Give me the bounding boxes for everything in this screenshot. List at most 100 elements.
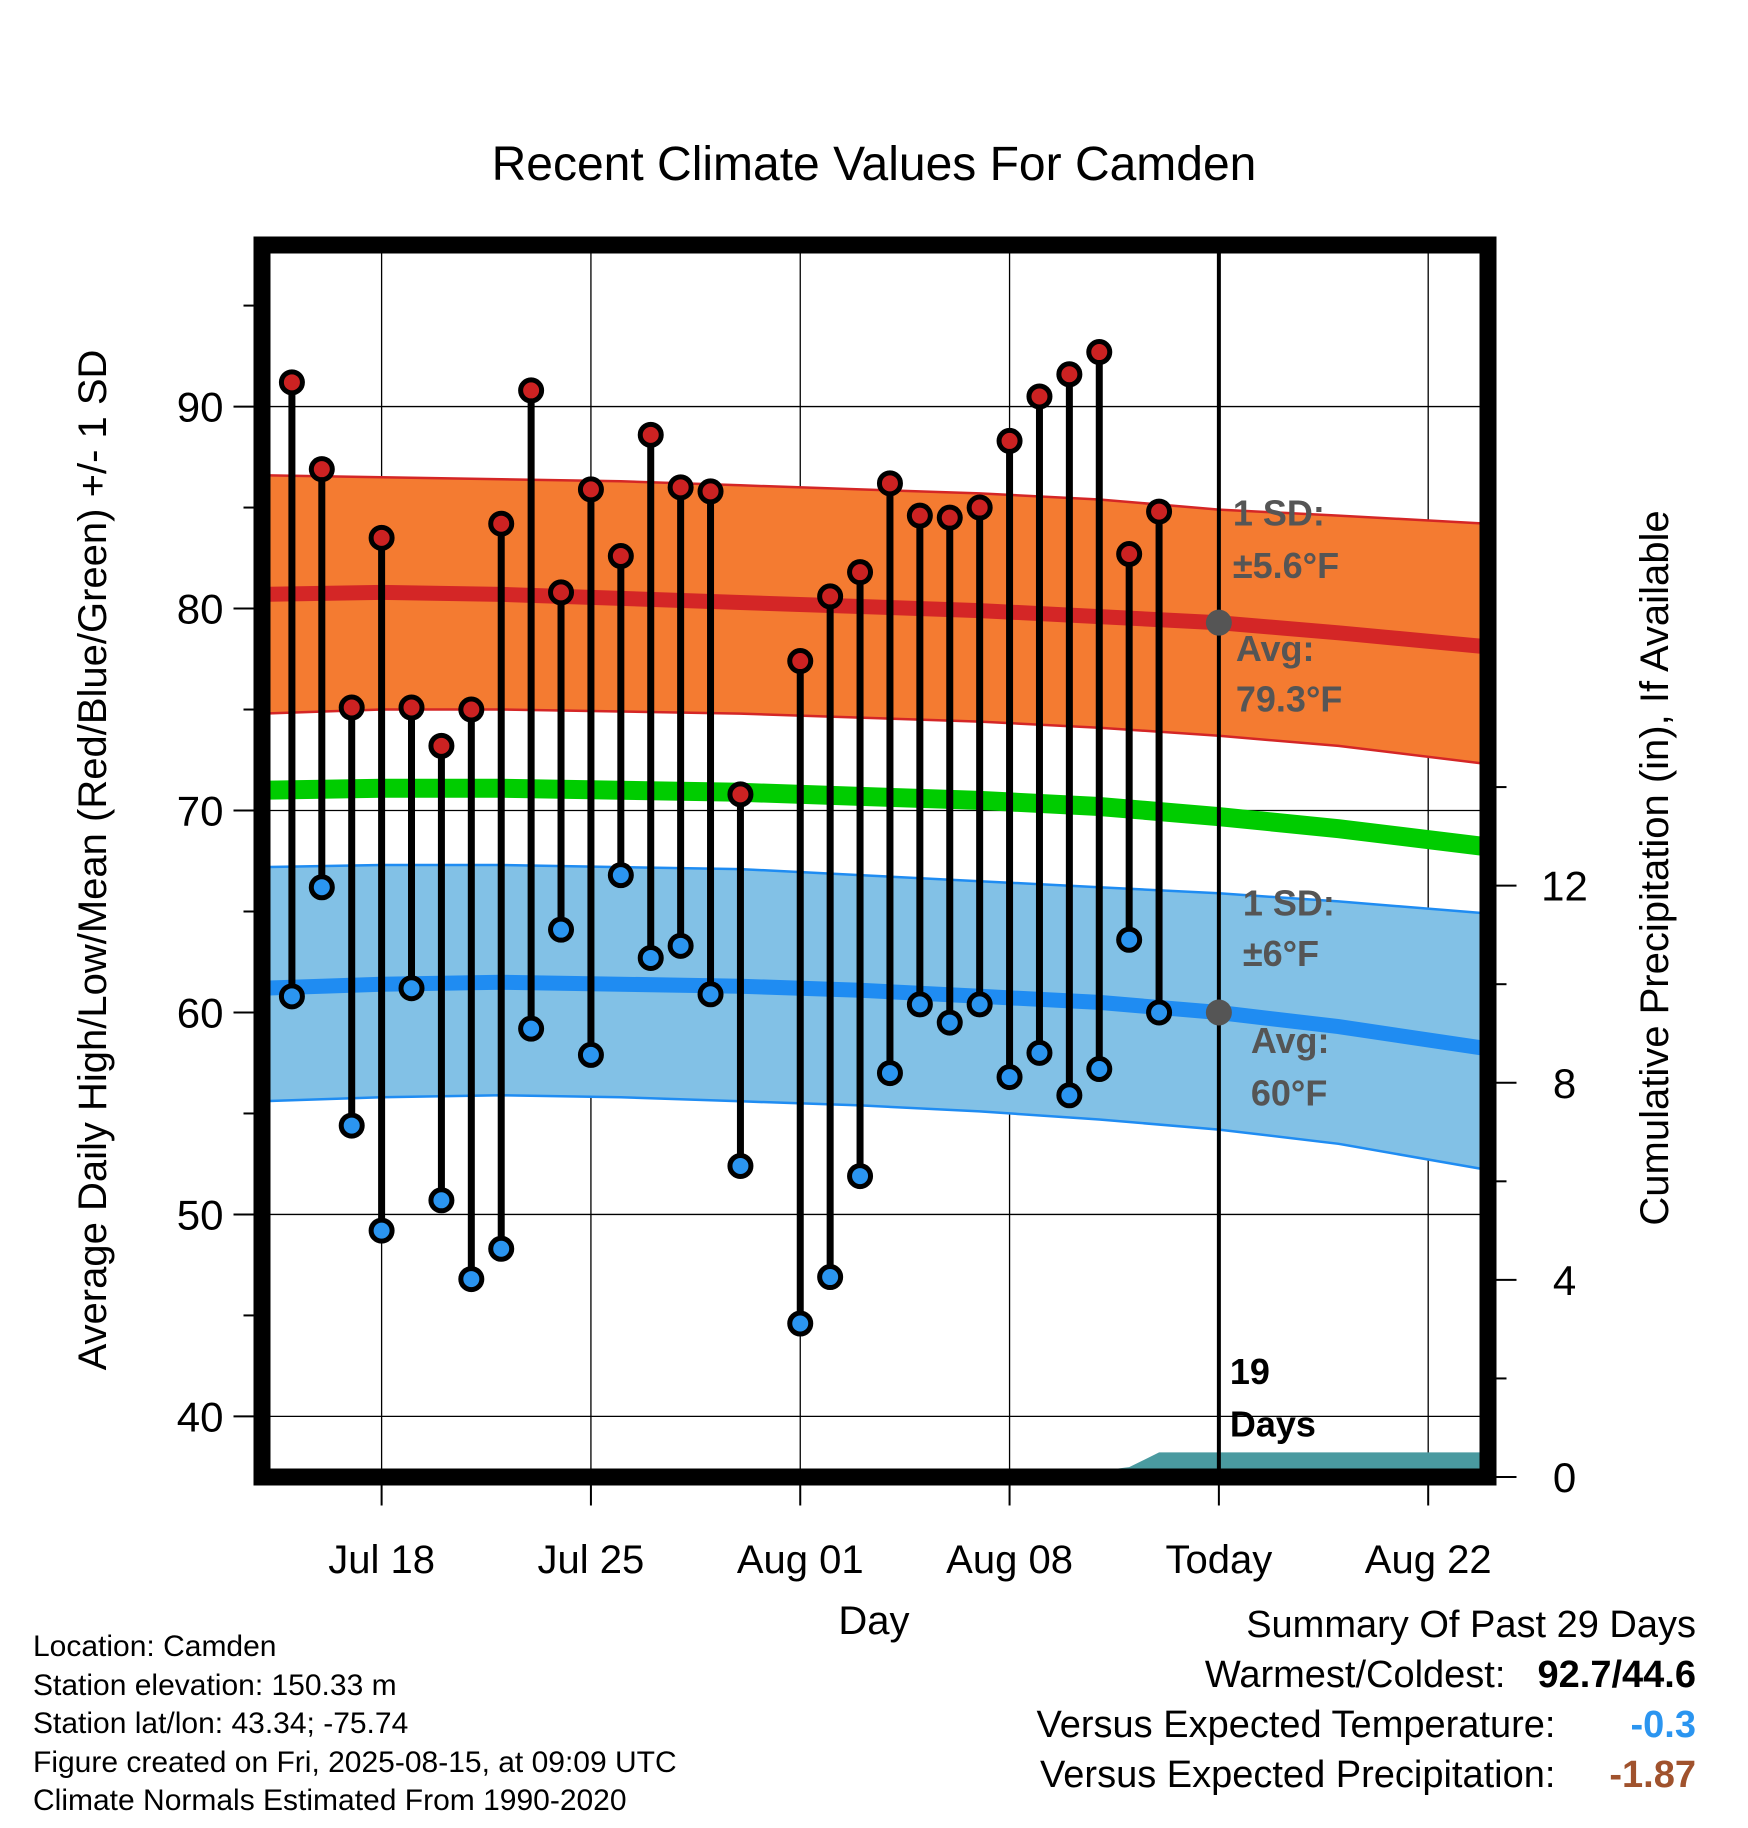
latlon-text: Station lat/lon: 43.34; -75.74 (33, 1707, 409, 1740)
daily-low-point (1086, 1056, 1113, 1083)
daily-low-point (876, 1060, 903, 1087)
daily-high-point (787, 648, 814, 675)
daily-high-point (428, 732, 455, 759)
daily-high-point (817, 583, 844, 610)
plot-area: 1 SD: ±5.6°F Avg: 79.3°F 1 SD: ±6°F Avg:… (253, 236, 1497, 1486)
plot-frame (253, 236, 1497, 1486)
daily-low-point (936, 1009, 963, 1036)
y-tick-label: 60 (177, 989, 224, 1036)
daily-low-point (428, 1187, 455, 1214)
daily-high-point (1026, 383, 1053, 410)
location-text: Location: Camden (33, 1630, 277, 1663)
daily-high-point (667, 474, 694, 501)
high-sd-label: 1 SD: (1233, 493, 1325, 534)
daily-low-point (906, 991, 933, 1018)
y2-tick-label: 8 (1553, 1060, 1576, 1107)
daily-high-point (936, 504, 963, 531)
low-sd-label: 1 SD: (1243, 883, 1335, 924)
daily-high-point (577, 476, 604, 503)
daily-high-point (697, 478, 724, 505)
daily-high-point (338, 694, 365, 721)
daily-high-point (458, 696, 485, 723)
y-tick-label: 50 (177, 1191, 224, 1238)
daily-low-point (697, 981, 724, 1008)
y-tick-label: 70 (177, 788, 224, 835)
daily-high-point (308, 456, 335, 483)
daily-low-point (787, 1310, 814, 1337)
warm-cold-value: 92.7/44.6 (1537, 1654, 1696, 1696)
daily-high-point (607, 543, 634, 570)
daily-low-point (577, 1041, 604, 1068)
elevation-text: Station elevation: 150.33 m (33, 1668, 397, 1702)
daily-low-point (637, 944, 664, 971)
daily-low-point (1146, 999, 1173, 1026)
y2-tick-label: 12 (1541, 863, 1588, 910)
daily-low-point (458, 1266, 485, 1293)
days-count-number: 19 (1230, 1351, 1270, 1392)
daily-low-point (548, 916, 575, 943)
daily-low-point (607, 862, 634, 889)
daily-low-point (817, 1264, 844, 1291)
daily-low-point (847, 1163, 874, 1190)
daily-observations (278, 339, 1173, 1337)
chart-title: Recent Climate Values For Camden (492, 138, 1257, 191)
daily-high-point (1116, 541, 1143, 568)
high-sd-band (262, 475, 1488, 765)
low-sd-value: ±6°F (1243, 933, 1319, 974)
low-avg-marker (1205, 999, 1232, 1026)
x-tick-label: Aug 22 (1365, 1538, 1492, 1582)
daily-high-point (488, 510, 515, 537)
daily-high-point (1146, 498, 1173, 525)
daily-low-point (488, 1235, 515, 1262)
daily-low-point (667, 932, 694, 959)
precip-departure-label: Versus Expected Precipitation: (1040, 1754, 1556, 1796)
daily-high-point (966, 494, 993, 521)
daily-high-point (876, 470, 903, 497)
annotations: 1 SD: ±5.6°F Avg: 79.3°F 1 SD: ±6°F Avg:… (1230, 493, 1342, 1445)
daily-low-point (966, 991, 993, 1018)
daily-low-point (1116, 926, 1143, 953)
summary-panel: Summary Of Past 29 Days Warmest/Coldest:… (1037, 1600, 1696, 1800)
daily-high-point (637, 421, 664, 448)
high-upper-line (261, 473, 1489, 525)
low-avg-label: Avg: (1251, 1020, 1330, 1061)
daily-low-point (308, 874, 335, 901)
daily-low-point (996, 1064, 1023, 1091)
daily-high-point (1056, 361, 1083, 388)
daily-high-point (398, 694, 425, 721)
daily-high-point (847, 559, 874, 586)
high-avg-label: Avg: (1236, 628, 1315, 669)
y2-axis-label: Cumulative Precipitation (in), If Availa… (1633, 510, 1677, 1225)
x-tick-label: Jul 18 (328, 1538, 435, 1582)
high-sd-value: ±5.6°F (1233, 545, 1339, 586)
x-tick-label: Jul 25 (538, 1538, 645, 1582)
temp-departure-label: Versus Expected Temperature: (1036, 1704, 1556, 1746)
daily-low-point (398, 975, 425, 1002)
daily-high-point (518, 377, 545, 404)
y2-tick-label: 4 (1553, 1257, 1576, 1304)
y-tick-label: 40 (177, 1393, 224, 1440)
precip-departure-value: -1.87 (1609, 1754, 1696, 1796)
y-tick-label: 80 (177, 586, 224, 633)
mean-line (261, 778, 1490, 857)
low-avg-value: 60°F (1251, 1072, 1327, 1113)
x-tick-label: Aug 08 (946, 1538, 1073, 1582)
temp-departure-value: -0.3 (1630, 1704, 1696, 1746)
daily-low-point (1026, 1039, 1053, 1066)
axes: 40 50 60 70 80 90 0 4 8 12 Jul 18 Jul 25 Aug 01 Aug 0… (177, 304, 1588, 1582)
summary-title: Summary Of Past 29 Days (1246, 1604, 1696, 1646)
summary-temp: Versus Expected Temperature: -0.3 (1037, 1700, 1696, 1750)
y-tick-label: 90 (177, 384, 224, 431)
created-text: Figure created on Fri, 2025-08-15, at 09… (33, 1745, 677, 1779)
normals-text: Climate Normals Estimated From 1990-2020 (33, 1784, 627, 1817)
daily-high-point (548, 579, 575, 606)
daily-low-point (518, 1015, 545, 1042)
summary-precip: Versus Expected Precipitation: -1.87 (1037, 1750, 1696, 1800)
low-sd-band (262, 865, 1488, 1170)
high-avg-marker (1205, 609, 1232, 636)
daily-low-point (278, 983, 305, 1010)
daily-high-point (368, 524, 395, 551)
daily-low-point (727, 1152, 754, 1179)
daily-high-point (1086, 339, 1113, 366)
